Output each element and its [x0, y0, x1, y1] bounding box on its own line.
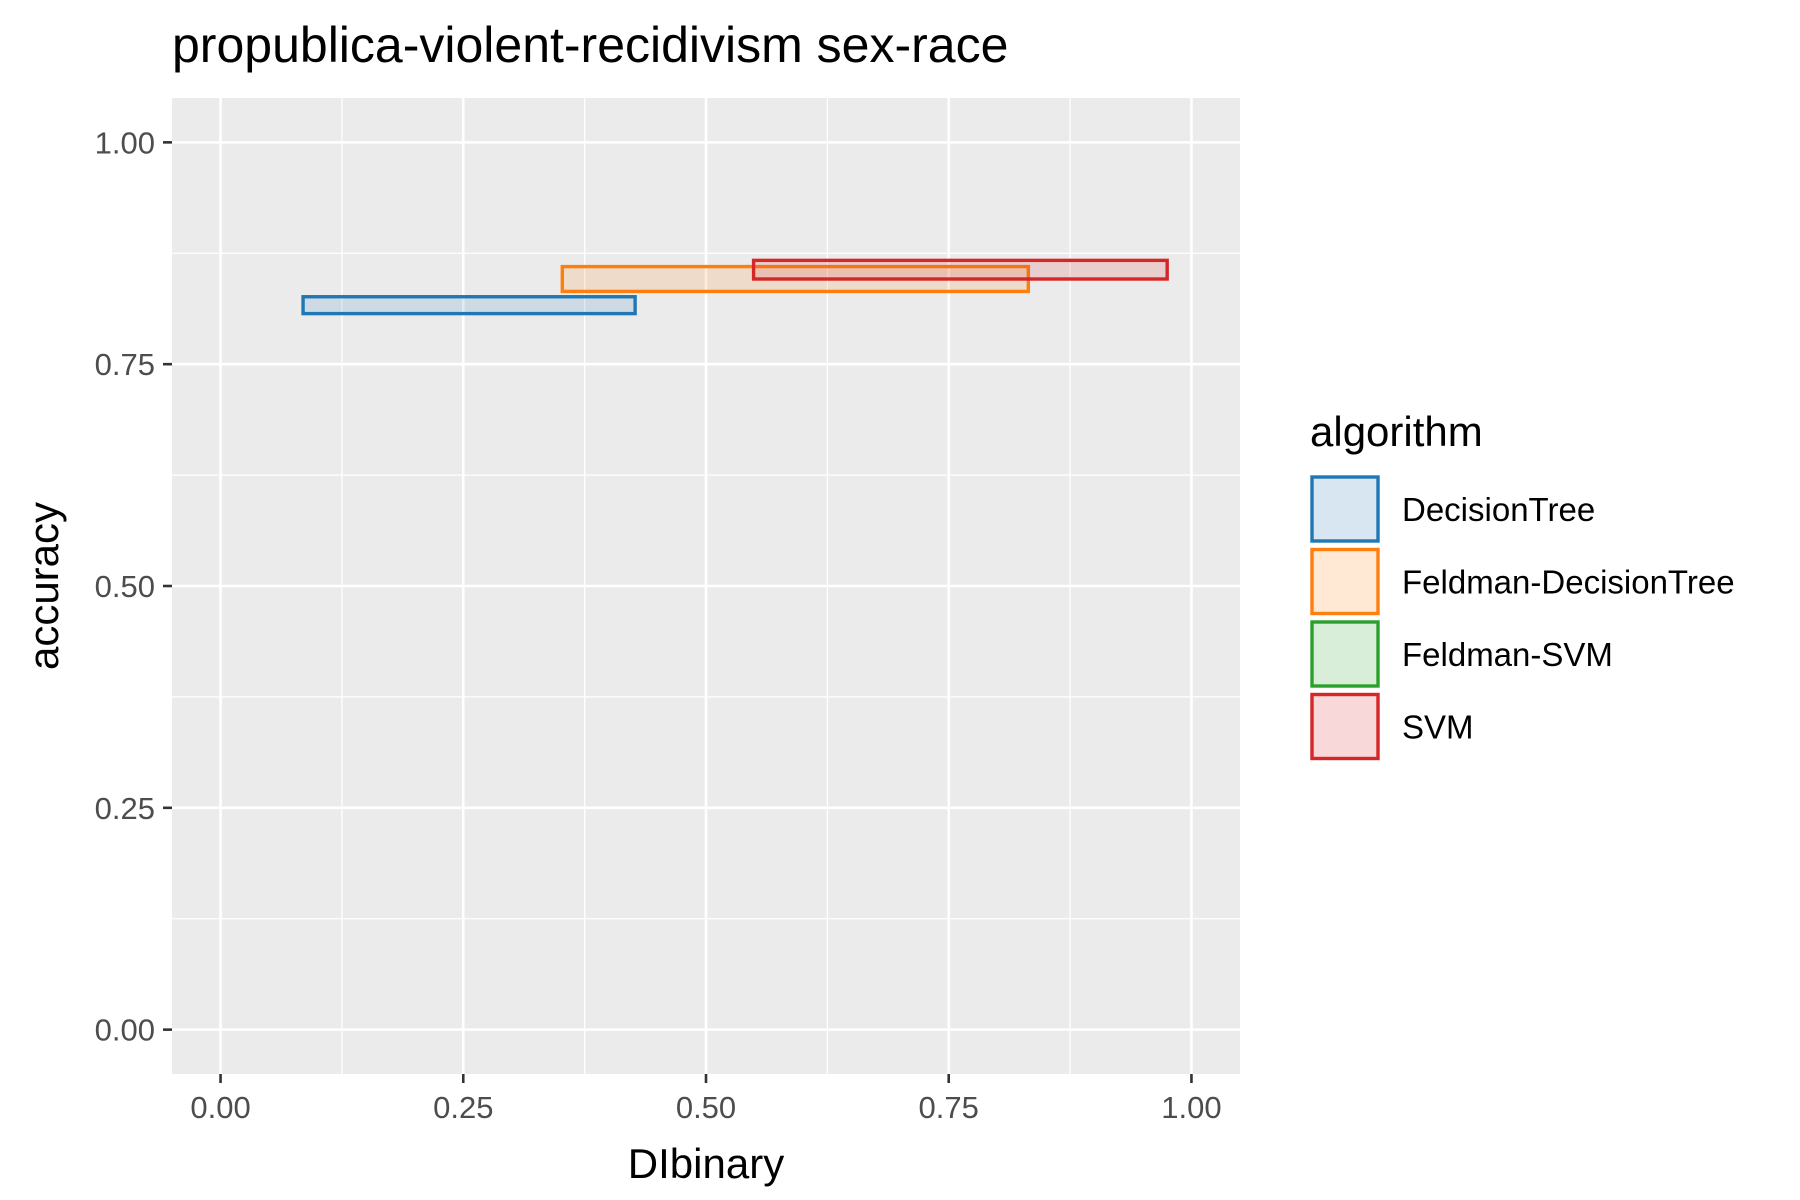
x-tick-label: 1.00 — [1161, 1090, 1221, 1125]
legend-key-decisiontree — [1310, 475, 1380, 543]
y-tick-label: 0.25 — [95, 791, 155, 826]
legend: algorithm DecisionTree Feldman-DecisionTr… — [1310, 408, 1735, 761]
y-tick-label: 0.00 — [95, 1013, 155, 1048]
y-axis: 0.00 0.25 0.50 0.75 1.00 — [95, 125, 172, 1048]
range-rect-decisiontree — [301, 295, 637, 316]
major-gridlines — [172, 98, 1240, 1074]
y-tick-label: 0.50 — [95, 569, 155, 604]
legend-key-svm — [1310, 692, 1380, 761]
x-axis-title: DIbinary — [628, 1140, 784, 1187]
x-tick-label: 0.75 — [919, 1090, 979, 1125]
y-axis-title: accuracy — [20, 502, 67, 670]
y-tick-label: 1.00 — [95, 125, 155, 160]
chart-title: propublica-violent-recidivism sex-race — [172, 17, 1008, 73]
range-rect-svm — [751, 258, 1169, 281]
x-tick-label: 0.50 — [676, 1090, 736, 1125]
legend-label-svm: SVM — [1402, 709, 1474, 746]
legend-label-decisiontree: DecisionTree — [1402, 491, 1595, 528]
x-tick-label: 0.25 — [433, 1090, 493, 1125]
legend-label-feldman-decisiontree: Feldman-DecisionTree — [1402, 564, 1735, 601]
x-tick-label: 0.00 — [190, 1090, 250, 1125]
y-tick-label: 0.75 — [95, 347, 155, 382]
legend-key-feldman-svm — [1310, 620, 1380, 688]
legend-items: DecisionTree Feldman-DecisionTree Feldman-… — [1310, 475, 1735, 761]
legend-key-feldman-decisiontree — [1310, 547, 1380, 616]
x-axis: 0.00 0.25 0.50 0.75 1.00 — [190, 1074, 1222, 1125]
legend-label-feldman-svm: Feldman-SVM — [1402, 636, 1613, 673]
legend-title: algorithm — [1310, 408, 1483, 455]
data-marks — [301, 258, 1169, 316]
